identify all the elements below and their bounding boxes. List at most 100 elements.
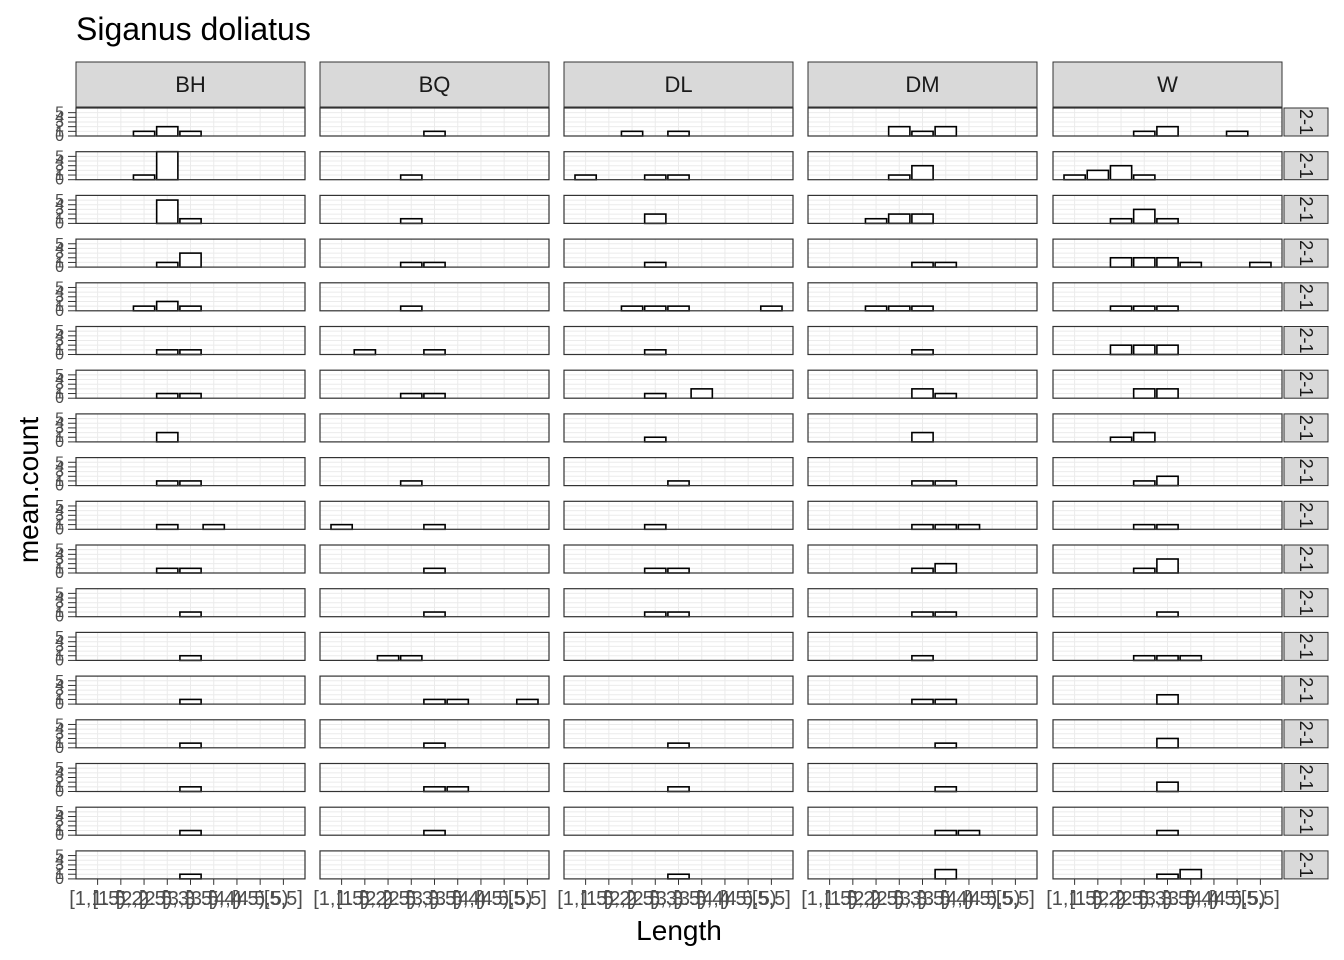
y-tick-label: 5 <box>55 148 64 165</box>
bar <box>1156 873 1179 880</box>
row-strip-label: 2-1 <box>1296 502 1316 528</box>
x-tick-label: [1,1.5) <box>557 888 614 910</box>
bar <box>132 174 156 181</box>
y-tick-label: 1 <box>55 735 64 752</box>
panel-border <box>319 413 550 443</box>
facet-strip-label: DL <box>664 72 692 97</box>
y-tick-label: 4 <box>55 284 64 301</box>
panel-border <box>319 238 550 268</box>
bar <box>911 130 934 137</box>
row-strip <box>1283 369 1329 399</box>
y-tick-label: 4 <box>55 677 64 694</box>
y-tick-label: 5 <box>55 192 64 209</box>
y-tick-label: 4 <box>55 721 64 738</box>
panel-border <box>319 500 550 530</box>
facet-strip-label: BH <box>175 72 206 97</box>
y-tick-label: 2 <box>55 337 64 354</box>
row-strip <box>1283 588 1329 618</box>
y-tick-label: 1 <box>55 342 64 359</box>
y-tick-label: 3 <box>55 289 64 306</box>
bar <box>155 300 179 312</box>
panel-border <box>319 457 550 487</box>
y-tick-label: 3 <box>55 682 64 699</box>
y-tick-label: 4 <box>55 153 64 170</box>
y-tick-label: 1 <box>55 779 64 796</box>
bar <box>399 217 423 225</box>
bar <box>1063 174 1087 181</box>
bar <box>1132 130 1156 137</box>
y-tick-label: 2 <box>55 643 64 660</box>
bar <box>1109 305 1133 312</box>
y-tick-label: 3 <box>55 201 64 218</box>
y-tick-label: 1 <box>55 254 64 271</box>
bar <box>1156 611 1179 618</box>
x-tick-label: [4,4.5) <box>1186 888 1243 910</box>
panel-border <box>319 544 550 574</box>
row-strip-label: 2-1 <box>1296 764 1316 790</box>
bar <box>399 305 423 312</box>
y-tick-label: 4 <box>55 372 64 389</box>
y-tick-label: 1 <box>55 298 64 315</box>
panel-border <box>1052 588 1283 618</box>
bar <box>1156 344 1179 356</box>
bar <box>179 611 202 618</box>
bar <box>399 261 423 268</box>
bar <box>667 480 690 487</box>
bar <box>957 829 981 836</box>
x-tick-label: [1.5,2) <box>824 888 881 910</box>
y-tick-label: 5 <box>55 804 64 821</box>
panel-border <box>563 588 794 618</box>
bar <box>179 480 202 487</box>
bar <box>643 392 667 399</box>
y-tick-label: 2 <box>55 599 64 616</box>
y-tick-label: 0 <box>55 565 64 582</box>
panel-border <box>1052 238 1283 268</box>
bar <box>643 305 667 312</box>
panel-border <box>563 369 794 399</box>
bar <box>934 523 958 531</box>
bar <box>202 523 226 531</box>
x-tick-label: [3.5,4) <box>185 888 242 910</box>
bar <box>1179 654 1203 662</box>
y-tick-label: 0 <box>55 696 64 713</box>
y-tick-label: 5 <box>55 585 64 602</box>
y-tick-label: 2 <box>55 425 64 442</box>
row-strip-label: 2-1 <box>1296 459 1316 485</box>
row-strip <box>1283 457 1329 487</box>
panel-border <box>807 675 1038 705</box>
panel-border <box>807 806 1038 836</box>
panel-border <box>563 719 794 749</box>
panel-border <box>319 588 550 618</box>
y-tick-label: 4 <box>55 809 64 826</box>
y-tick-label: 2 <box>55 293 64 310</box>
panel-border <box>563 413 794 443</box>
x-tick-label: [1,1.5) <box>69 888 126 910</box>
panel-border <box>563 238 794 268</box>
x-tick-label: [1.5,2) <box>580 888 637 910</box>
bar <box>179 829 202 836</box>
bar <box>1132 480 1156 487</box>
x-tick-label: [3,3.5) <box>894 888 951 910</box>
row-strip-label: 2-1 <box>1296 327 1316 353</box>
facet-strip-bq <box>319 61 550 108</box>
bar <box>667 174 690 181</box>
panel-border <box>563 806 794 836</box>
bar <box>934 829 958 836</box>
y-tick-label: 2 <box>55 818 64 835</box>
x-tick-label: [3.5,4) <box>673 888 730 910</box>
panel-border <box>563 151 794 181</box>
bar <box>911 164 934 181</box>
panel-border <box>807 238 1038 268</box>
bar <box>1132 256 1156 268</box>
bar <box>423 261 446 268</box>
row-strip-label: 2-1 <box>1296 240 1316 266</box>
row-strip-label: 2-1 <box>1296 371 1316 397</box>
y-tick-label: 4 <box>55 546 64 563</box>
bar <box>1156 125 1179 137</box>
bar <box>1109 256 1133 268</box>
bar <box>667 305 690 312</box>
bar <box>887 125 911 137</box>
y-tick-label: 2 <box>55 250 64 267</box>
bar <box>179 698 202 705</box>
